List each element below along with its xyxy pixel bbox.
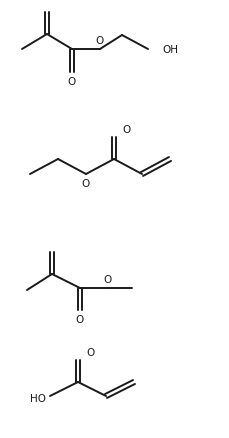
Text: O: O <box>104 274 112 284</box>
Text: HO: HO <box>30 393 46 403</box>
Text: O: O <box>95 36 104 46</box>
Text: O: O <box>82 179 90 189</box>
Text: O: O <box>121 125 130 135</box>
Text: OH: OH <box>161 45 177 55</box>
Text: O: O <box>68 77 76 87</box>
Text: O: O <box>86 347 94 357</box>
Text: O: O <box>76 314 84 324</box>
